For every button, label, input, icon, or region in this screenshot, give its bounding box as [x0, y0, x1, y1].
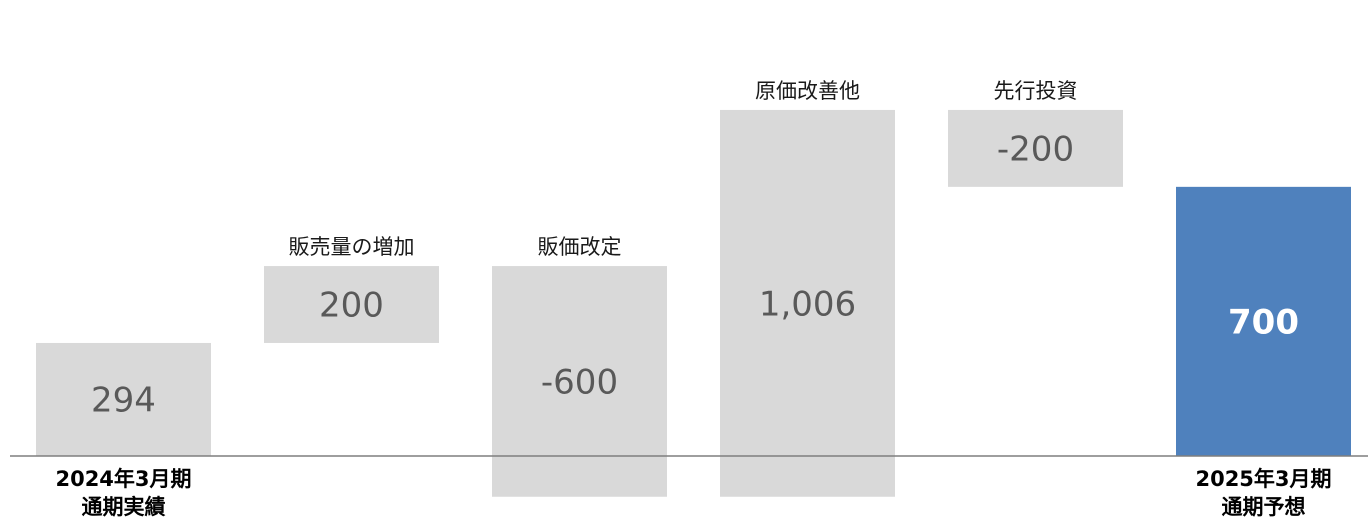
bar-1 [36, 342, 211, 456]
category-label-4: 原価改善他 [755, 79, 860, 103]
labels-layer: 294 2024年3月期通期実績 200 販売量の増加 -600 販価改定 1,006 原価改… [55, 79, 1331, 519]
bar-3 [492, 266, 667, 497]
category-label-6: 2025年3月期通期予想 [1195, 467, 1331, 519]
bar-6 [1176, 186, 1351, 456]
bar-value-label-6: 700 [1228, 302, 1299, 342]
category-label-5: 先行投資 [994, 79, 1078, 103]
bar-value-label-1: 294 [91, 380, 156, 420]
category-label-3: 販価改定 [538, 235, 622, 259]
bars-layer [36, 109, 1351, 497]
bar-value-label-3: -600 [541, 362, 618, 402]
bar-4 [720, 109, 895, 497]
bar-value-label-5: -200 [997, 129, 1074, 169]
bar-value-label-2: 200 [319, 286, 384, 326]
category-label-1: 2024年3月期通期実績 [55, 467, 191, 519]
bar-2 [264, 266, 439, 343]
bar-5 [948, 109, 1123, 187]
category-label-2: 販売量の増加 [289, 235, 415, 259]
bar-value-label-4: 1,006 [759, 284, 856, 324]
